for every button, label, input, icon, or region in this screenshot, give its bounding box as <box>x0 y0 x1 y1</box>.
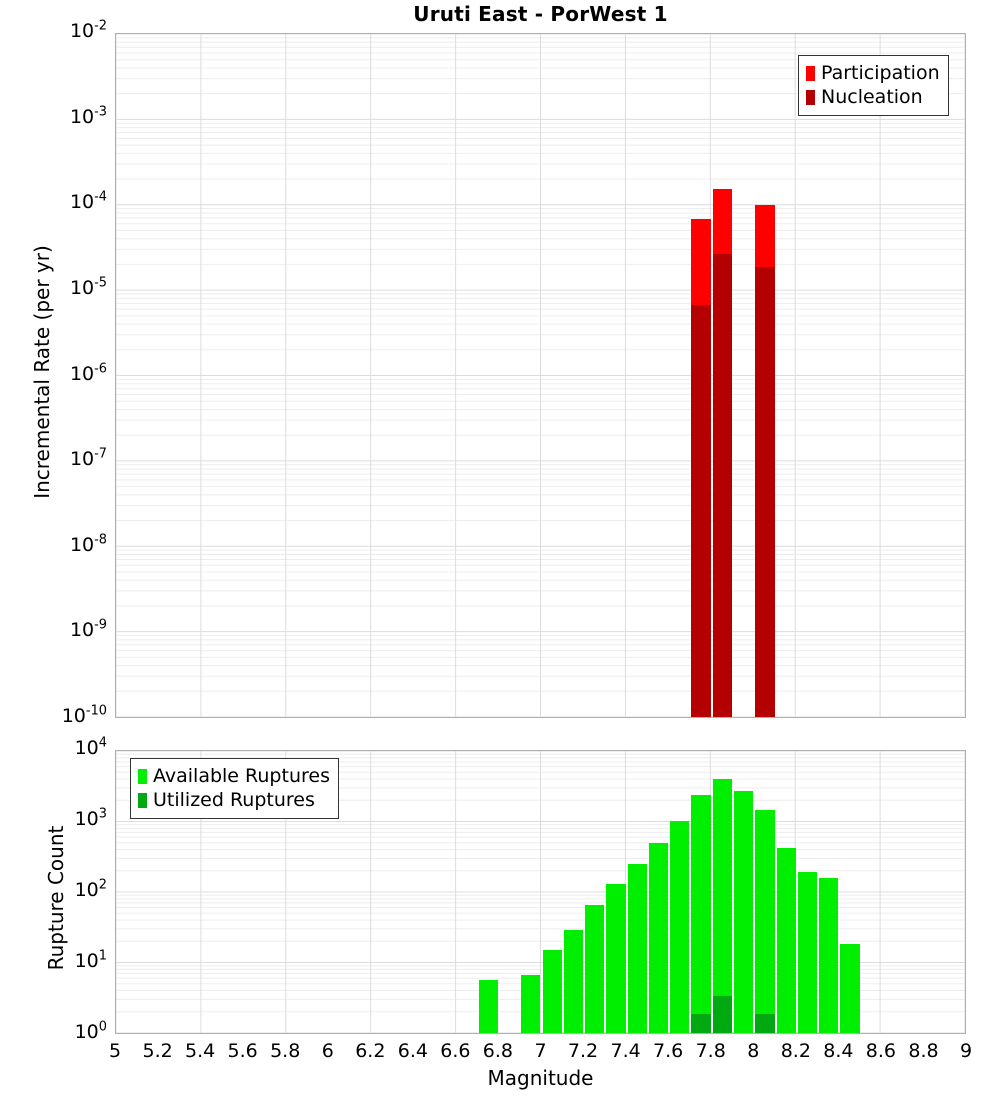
x-tick-13: 7.6 <box>652 1040 684 1062</box>
y-tick-bottom-1: 103 <box>74 806 107 830</box>
y-tick-top-8: 10-10 <box>61 703 107 727</box>
bars-layer-bottom <box>116 751 965 1033</box>
x-tick-16: 8.2 <box>780 1040 811 1062</box>
x-tick-7: 6.4 <box>397 1040 428 1062</box>
bar-available-ruptures <box>542 949 562 1033</box>
incremental-rate-plot <box>115 33 966 718</box>
y-tick-top-0: 10-2 <box>69 18 107 42</box>
bar-available-ruptures <box>585 905 605 1033</box>
x-tick-20: 9 <box>959 1040 973 1062</box>
x-tick-14: 7.8 <box>695 1040 726 1062</box>
legend-bottom-item: Utilized Ruptures <box>138 788 330 812</box>
x-tick-18: 8.6 <box>865 1040 896 1062</box>
bar-available-ruptures <box>670 820 690 1033</box>
y-tick-top-1: 10-3 <box>69 104 107 128</box>
bar-nucleation <box>712 253 732 717</box>
bar-available-ruptures <box>712 779 732 1033</box>
bar-available-ruptures <box>606 883 626 1033</box>
y-tick-bottom-0: 104 <box>74 735 107 759</box>
x-tick-6: 6.2 <box>355 1040 386 1062</box>
figure-title: Uruti East - PorWest 1 <box>413 2 668 26</box>
bar-utilized-ruptures <box>712 996 732 1033</box>
bar-nucleation <box>691 305 711 717</box>
bar-available-ruptures <box>776 848 796 1033</box>
legend-swatch-icon <box>138 768 147 784</box>
x-tick-9: 6.8 <box>482 1040 513 1062</box>
x-tick-5: 6 <box>321 1040 334 1062</box>
bar-available-ruptures <box>755 809 775 1033</box>
x-tick-15: 8 <box>747 1040 760 1062</box>
y-tick-top-4: 10-6 <box>69 361 107 385</box>
legend-swatch-icon <box>806 65 815 81</box>
bar-available-ruptures <box>478 979 498 1033</box>
y-axis-label-top: Incremental Rate (per yr) <box>30 245 54 499</box>
bar-available-ruptures <box>691 795 711 1033</box>
x-tick-11: 7.2 <box>567 1040 599 1062</box>
legend-bottom-item: Available Ruptures <box>138 764 330 788</box>
x-axis-label: Magnitude <box>487 1066 594 1090</box>
legend-top: Participation Nucleation <box>798 55 949 116</box>
grid-lines-top <box>116 34 965 717</box>
y-tick-bottom-3: 101 <box>74 948 107 972</box>
bar-available-ruptures <box>627 863 647 1033</box>
bar-available-ruptures <box>819 877 839 1033</box>
y-tick-top-6: 10-8 <box>69 532 107 556</box>
y-tick-top-7: 10-9 <box>69 618 107 642</box>
x-tick-19: 8.8 <box>908 1040 939 1062</box>
legend-top-label: Participation <box>821 61 940 84</box>
y-tick-top-2: 10-4 <box>69 189 107 214</box>
x-tick-12: 7.4 <box>610 1040 641 1062</box>
rupture-count-plot <box>115 750 966 1034</box>
legend-bottom: Available Ruptures Utilized Ruptures <box>130 758 339 819</box>
bar-available-ruptures <box>648 843 669 1033</box>
legend-bottom-label: Utilized Ruptures <box>153 788 315 811</box>
y-axis-label-bottom: Rupture Count <box>44 825 68 971</box>
bar-available-ruptures <box>521 975 541 1033</box>
x-tick-3: 5.6 <box>227 1040 258 1062</box>
bar-utilized-ruptures <box>691 1013 711 1033</box>
x-tick-8: 6.6 <box>440 1040 471 1062</box>
y-tick-bottom-2: 102 <box>74 877 107 901</box>
bar-available-ruptures <box>797 871 818 1033</box>
bar-available-ruptures <box>733 791 754 1033</box>
x-tick-0: 5 <box>108 1040 122 1062</box>
y-tick-bottom-4: 100 <box>74 1019 107 1043</box>
x-tick-10: 7 <box>534 1040 547 1062</box>
legend-top-item: Nucleation <box>806 85 940 109</box>
legend-swatch-icon <box>138 792 147 808</box>
legend-top-label: Nucleation <box>821 85 923 108</box>
bars-layer-top <box>116 34 965 717</box>
bar-available-ruptures <box>840 944 860 1033</box>
bar-available-ruptures <box>563 930 584 1033</box>
bar-nucleation <box>755 267 775 717</box>
legend-swatch-icon <box>806 89 815 105</box>
bar-utilized-ruptures <box>755 1013 775 1033</box>
legend-bottom-label: Available Ruptures <box>153 764 330 787</box>
x-tick-1: 5.2 <box>142 1040 173 1062</box>
x-tick-4: 5.8 <box>270 1040 301 1062</box>
x-tick-2: 5.4 <box>184 1040 216 1062</box>
legend-top-item: Participation <box>806 61 940 85</box>
y-tick-top-3: 10-5 <box>69 275 107 299</box>
x-tick-17: 8.4 <box>823 1040 854 1062</box>
y-tick-top-5: 10-7 <box>69 446 107 471</box>
